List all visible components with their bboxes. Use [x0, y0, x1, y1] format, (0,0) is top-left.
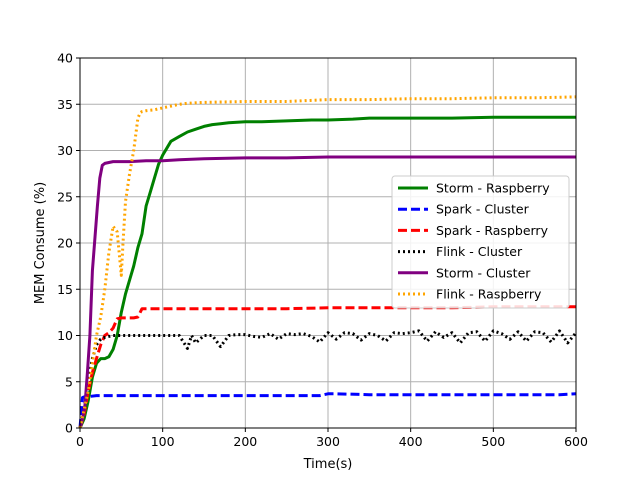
legend-label-4: Storm - Cluster: [436, 265, 531, 280]
y-tick-label: 0: [65, 421, 73, 436]
series-line-4: [78, 155, 576, 429]
series-line-5: [78, 95, 577, 429]
y-tick-label: 25: [57, 189, 73, 204]
y-tick-label: 15: [57, 282, 73, 297]
y-tick-label: 10: [57, 328, 73, 343]
legend-label-3: Flink - Cluster: [436, 244, 523, 259]
y-tick-label: 40: [57, 51, 73, 66]
legend-label-5: Flink - Raspberry: [436, 287, 542, 302]
x-tick-label: 100: [151, 434, 175, 449]
series-line-3: [78, 329, 578, 429]
series-lines: [78, 95, 578, 429]
y-tick-label: 35: [57, 97, 73, 112]
x-tick-label: 600: [564, 434, 588, 449]
x-axis-label: Time(s): [303, 457, 353, 472]
y-tick-label: 30: [57, 143, 73, 158]
legend: Storm - Raspberry Spark - Cluster Spark - …: [391, 175, 570, 309]
x-tick-label: 400: [399, 434, 423, 449]
legend-box: [391, 175, 570, 309]
x-tick-label: 0: [76, 434, 84, 449]
legend-label-1: Spark - Cluster: [436, 202, 530, 217]
series-line-0: [78, 115, 576, 429]
x-tick-label: 200: [233, 434, 257, 449]
legend-label-0: Storm - Raspberry: [436, 181, 550, 196]
y-axis-label: MEM Consume (%): [33, 182, 48, 304]
y-tick-label: 5: [65, 374, 73, 389]
y-tick-label: 20: [57, 236, 73, 251]
x-tick-label: 500: [481, 434, 505, 449]
x-tick-label: 300: [316, 434, 340, 449]
series-line-1: [78, 392, 577, 429]
series-line-2: [78, 305, 576, 429]
legend-label-2: Spark - Raspberry: [436, 223, 549, 238]
axis-ticks: 0 100 200 300 400 500 600 0 5 10 15 20 25 30 35 40: [57, 51, 588, 450]
